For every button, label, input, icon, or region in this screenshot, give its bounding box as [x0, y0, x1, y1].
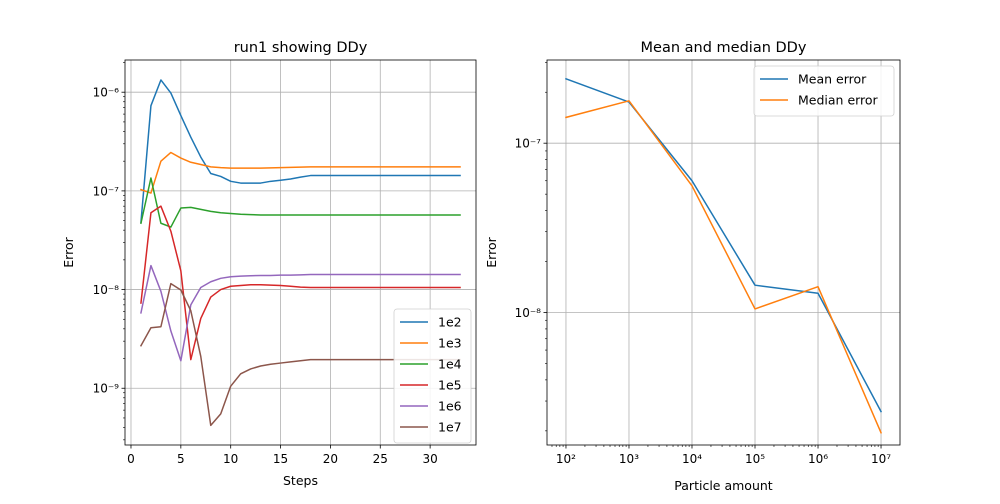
legend-label: Mean error [798, 72, 867, 87]
legend-item: 1e5 [400, 378, 462, 393]
legend-item: Mean error [760, 72, 867, 87]
legend-item: Median error [760, 93, 879, 108]
axes-frame [546, 59, 901, 446]
x-tick-label: 10³ [619, 452, 639, 466]
series-line-1e6 [140, 264, 461, 362]
x-axis: 10² 10³ 10⁴ 10⁵ 10⁶ 10⁷ [556, 445, 891, 466]
legend-box [753, 65, 895, 117]
minor-ticks [545, 62, 879, 447]
x-tick-label: 10⁵ [745, 452, 765, 466]
series-lines [565, 77, 883, 434]
x-axis: 0 5 10 15 20 25 30 [127, 445, 438, 466]
x-tick-label: 10⁶ [808, 452, 828, 466]
legend-label: 1e7 [438, 420, 462, 435]
legend: Mean error Median error [753, 65, 895, 117]
x-axis-label: Steps [283, 473, 318, 488]
x-tick-label: 5 [177, 452, 185, 466]
legend-label: 1e4 [438, 357, 462, 372]
legend-label: 1e2 [438, 315, 462, 330]
y-tick-label: 10⁻⁹ [93, 382, 120, 396]
series-line-mean-error [565, 77, 883, 413]
x-axis-label: Particle amount [674, 478, 772, 493]
gridlines [547, 60, 900, 445]
y-axis: 10⁻⁹ 10⁻⁸ 10⁻⁷ 10⁻⁶ [93, 86, 125, 396]
legend-item: 1e7 [400, 420, 462, 435]
legend-item: 1e3 [400, 336, 462, 351]
series-line-1e5 [140, 205, 461, 361]
y-tick-label: 10⁻⁸ [93, 283, 120, 297]
series-line-1e3 [139, 151, 461, 194]
y-tick-label: 10⁻⁸ [515, 306, 542, 320]
y-axis-label: Error [484, 236, 499, 267]
legend-label: 1e6 [438, 399, 462, 414]
x-tick-label: 10⁴ [682, 452, 702, 466]
legend-label: 1e3 [438, 336, 462, 351]
y-tick-label: 10⁻⁷ [93, 184, 120, 198]
legend-item: 1e4 [400, 357, 462, 372]
chart-2: 10² 10³ 10⁴ 10⁵ 10⁶ 10⁷ 10⁻⁸ 10⁻⁷ Mean and media… [484, 40, 901, 493]
series-line-median-error [565, 100, 883, 434]
x-tick-label: 0 [127, 452, 135, 466]
legend-item: 1e6 [400, 399, 462, 414]
series-line-1e4 [140, 177, 461, 228]
x-tick-label: 20 [323, 452, 338, 466]
x-tick-label: 30 [422, 452, 437, 466]
x-tick-label: 25 [373, 452, 388, 466]
series-line-1e2 [140, 79, 461, 224]
x-tick-label: 10² [556, 452, 576, 466]
y-axis-label: Error [61, 236, 76, 267]
axes-frame [124, 59, 477, 446]
legend-item: 1e2 [400, 315, 462, 330]
y-tick-label: 10⁻⁶ [93, 86, 120, 100]
gridlines [125, 60, 476, 445]
chart-title: Mean and median DDy [641, 40, 807, 56]
x-tick-label: 10 [223, 452, 238, 466]
x-tick-label: 15 [273, 452, 288, 466]
y-axis: 10⁻⁸ 10⁻⁷ [515, 137, 547, 320]
y-tick-label: 10⁻⁷ [515, 137, 542, 151]
chart-title: run1 showing DDy [234, 40, 368, 56]
legend-label: 1e5 [438, 378, 462, 393]
legend-label: Median error [798, 93, 879, 108]
chart-1: 0 5 10 15 20 25 30 10⁻⁹ 10⁻⁸ 10⁻⁷ 10⁻⁶ run1 showing… [61, 40, 477, 488]
legend: 1e2 1e3 1e4 1e5 1e6 1e7 [393, 308, 472, 444]
series-lines [139, 79, 461, 427]
x-tick-label: 10⁷ [871, 452, 891, 466]
